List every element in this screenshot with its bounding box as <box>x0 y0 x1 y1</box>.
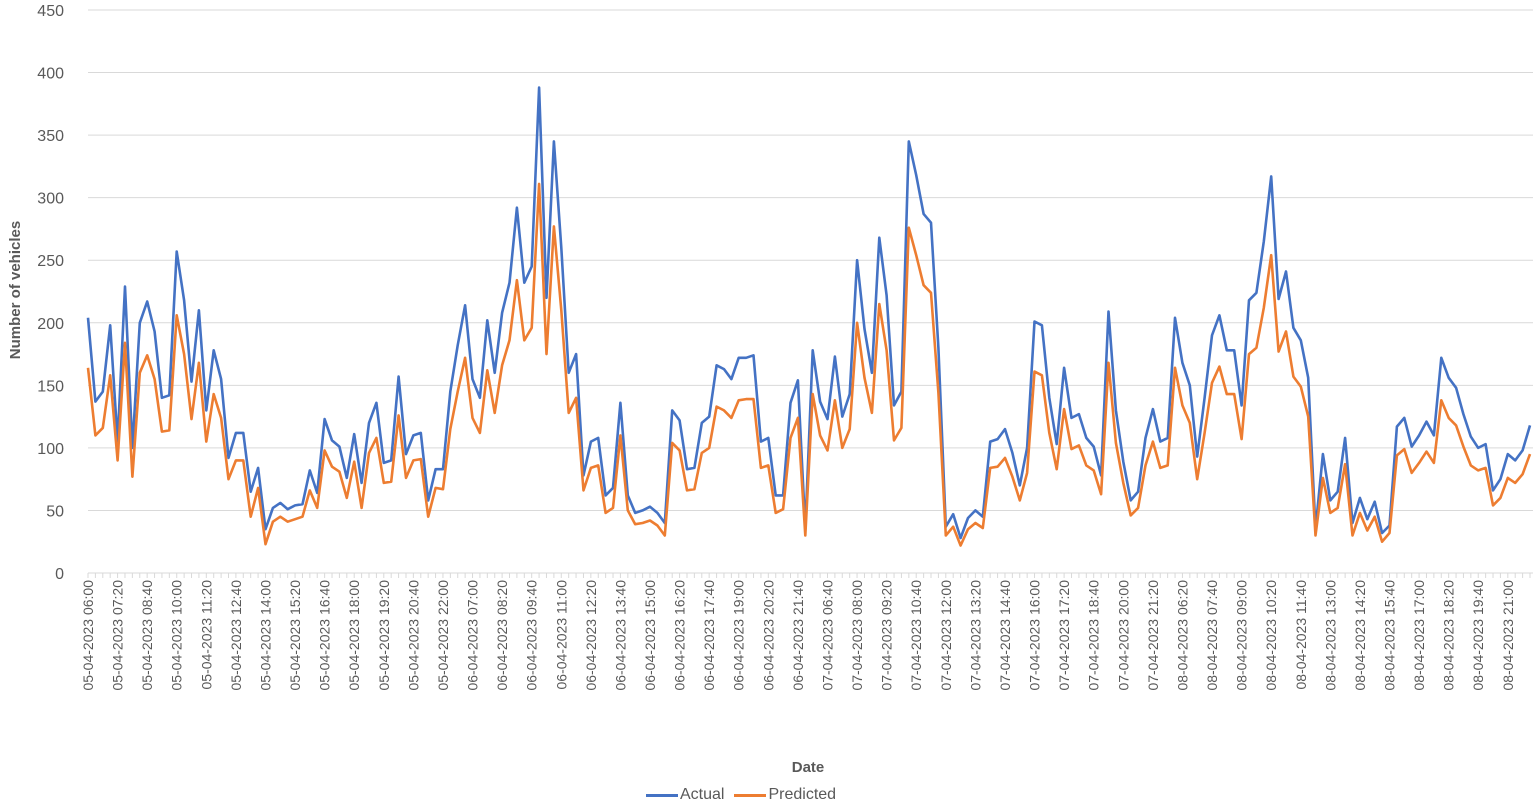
x-tick-label: 07-04-2023 12:00 <box>938 580 954 691</box>
x-tick-label: 05-04-2023 10:00 <box>169 580 185 691</box>
x-tick-label: 08-04-2023 21:00 <box>1500 580 1516 691</box>
x-tick-label: 06-04-2023 19:00 <box>731 580 747 691</box>
x-tick-label: 05-04-2023 14:00 <box>257 580 273 691</box>
x-tick-label: 08-04-2023 09:00 <box>1234 580 1250 691</box>
y-tick-label: 400 <box>37 66 64 83</box>
predicted-line-swatch-icon <box>734 793 767 797</box>
plot-area <box>86 86 1532 547</box>
legend: Actual Predicted <box>646 786 836 804</box>
x-tick-label: 07-04-2023 09:20 <box>879 580 895 691</box>
x-tick-label: 05-04-2023 19:20 <box>376 580 392 691</box>
x-tick-label: 08-04-2023 07:40 <box>1204 580 1220 691</box>
x-tick-label: 07-04-2023 13:20 <box>967 580 983 691</box>
x-tick-label: 05-04-2023 12:40 <box>228 580 244 691</box>
x-tick-label: 05-04-2023 07:20 <box>110 580 126 691</box>
x-tick-label: 06-04-2023 17:40 <box>701 580 717 691</box>
x-tick-label: 06-04-2023 12:20 <box>583 580 599 691</box>
legend-label-actual: Actual <box>680 786 725 803</box>
x-tick-label: 07-04-2023 10:40 <box>908 580 924 691</box>
y-axis-ticks: 0 50 100 150 200 250 300 350 400 450 <box>37 3 64 583</box>
x-tick-label: 05-04-2023 22:00 <box>435 580 451 691</box>
x-tick-label: 06-04-2023 15:00 <box>642 580 658 691</box>
y-tick-label: 350 <box>37 128 64 145</box>
x-tick-label: 08-04-2023 10:20 <box>1263 580 1279 691</box>
x-tick-label: 05-04-2023 08:40 <box>139 580 155 691</box>
x-tick-label: 05-04-2023 11:20 <box>198 580 214 690</box>
x-tick-label: 06-04-2023 11:00 <box>553 580 569 690</box>
x-tick-label: 07-04-2023 08:00 <box>849 580 865 691</box>
actual-line-swatch-icon <box>646 793 678 797</box>
x-tick-label: 06-04-2023 08:20 <box>494 580 510 691</box>
y-tick-label: 200 <box>37 316 64 333</box>
x-tick-label: 06-04-2023 09:40 <box>524 580 540 691</box>
y-tick-label: 50 <box>46 503 64 520</box>
x-tick-label: 08-04-2023 19:40 <box>1470 580 1486 691</box>
x-tick-label: 05-04-2023 16:40 <box>317 580 333 691</box>
x-tick-label: 08-04-2023 18:20 <box>1441 580 1457 691</box>
x-tick-label: 05-04-2023 15:20 <box>287 580 303 691</box>
x-tick-label: 06-04-2023 21:40 <box>790 580 806 691</box>
y-tick-label: 250 <box>37 253 64 270</box>
x-tick-label: 08-04-2023 15:40 <box>1381 580 1397 691</box>
gridlines <box>88 9 1533 574</box>
x-tick-label: 06-04-2023 07:00 <box>465 580 481 691</box>
y-tick-label: 150 <box>37 378 64 395</box>
x-tick-label: 05-04-2023 20:40 <box>405 580 421 691</box>
x-tick-label: 08-04-2023 14:20 <box>1352 580 1368 691</box>
series-line-predicted <box>86 182 1532 547</box>
x-tick-label: 07-04-2023 21:20 <box>1145 580 1161 691</box>
x-tick-label: 07-04-2023 06:40 <box>819 580 835 691</box>
x-tick-label: 05-04-2023 06:00 <box>80 580 96 691</box>
x-tick-label: 08-04-2023 17:00 <box>1411 580 1427 691</box>
x-tick-label: 07-04-2023 18:40 <box>1086 580 1102 691</box>
x-axis: 05-04-2023 06:00 05-04-2023 07:20 05-04-20… <box>80 572 1533 691</box>
y-tick-label: 300 <box>37 191 64 208</box>
x-tick-label: 07-04-2023 16:00 <box>1027 580 1043 691</box>
x-tick-label: 08-04-2023 06:20 <box>1174 580 1190 691</box>
x-tick-label: 06-04-2023 13:40 <box>612 580 628 691</box>
legend-label-predicted: Predicted <box>768 786 837 803</box>
x-tick-label: 08-04-2023 11:40 <box>1293 580 1309 690</box>
x-tick-label: 07-04-2023 17:20 <box>1056 580 1072 691</box>
x-tick-label: 05-04-2023 18:00 <box>346 580 362 691</box>
y-tick-label: 450 <box>37 3 64 20</box>
x-tick-label: 07-04-2023 20:00 <box>1115 580 1131 691</box>
x-axis-title: Date <box>792 759 825 776</box>
y-tick-label: 0 <box>55 566 64 583</box>
x-tick-label: 06-04-2023 16:20 <box>672 580 688 691</box>
legend-item-predicted[interactable]: Predicted <box>734 786 836 804</box>
series-line-actual <box>86 86 1532 540</box>
x-tick-label: 08-04-2023 13:00 <box>1322 580 1338 691</box>
x-tick-label: 06-04-2023 20:20 <box>760 580 776 691</box>
y-tick-label: 100 <box>37 441 64 458</box>
legend-item-actual[interactable]: Actual <box>646 786 724 804</box>
x-tick-label: 07-04-2023 14:40 <box>997 580 1013 691</box>
y-axis-title: Number of vehicles <box>7 221 24 359</box>
